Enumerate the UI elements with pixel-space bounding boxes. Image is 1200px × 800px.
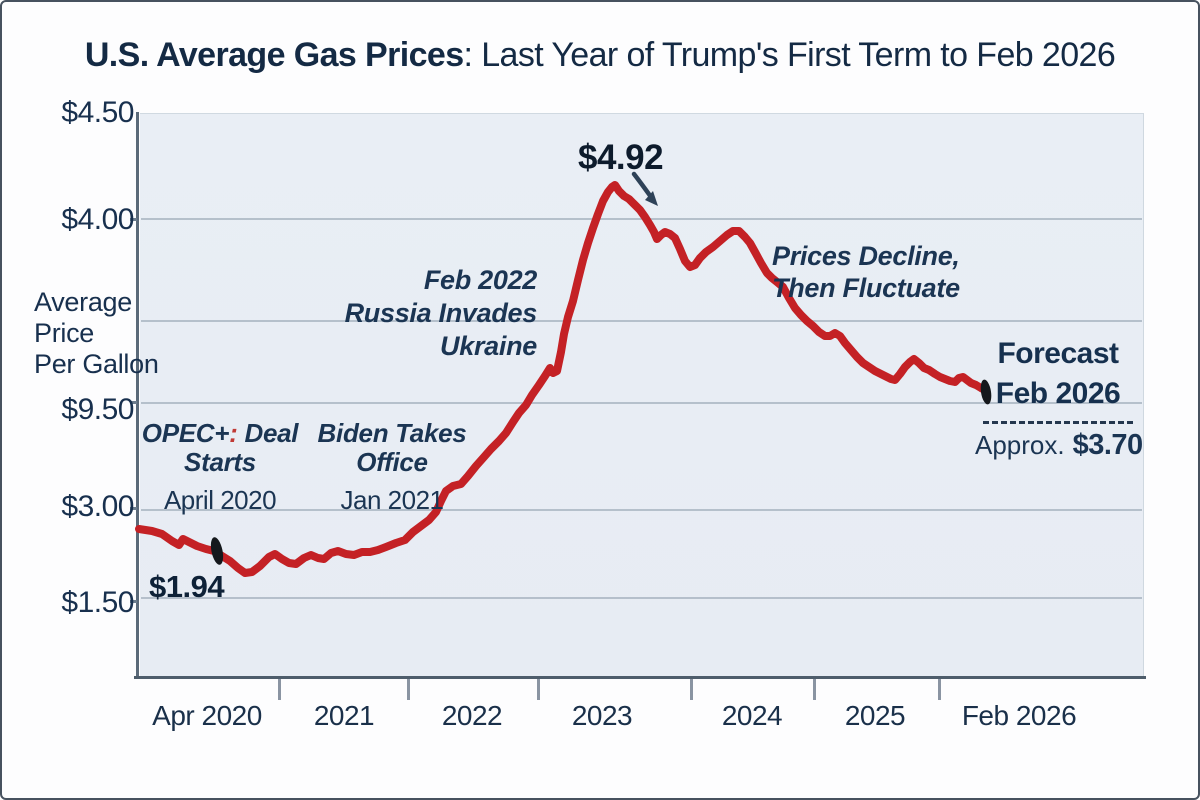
x-axis-tick <box>407 679 410 700</box>
page-title: U.S. Average Gas Prices: Last Year of Tr… <box>2 36 1198 75</box>
ukraine-line-1: Feb 2022 <box>423 265 537 295</box>
opec-line-2: Starts <box>184 447 256 477</box>
opec-date: April 2020 <box>163 485 277 515</box>
x-axis-tick <box>938 679 941 700</box>
forecast-line-1: Forecast <box>997 337 1119 370</box>
x-axis-tick <box>537 679 540 700</box>
forecast-annotation: Forecast Feb 2026 Approx. $3.70 <box>975 334 1144 462</box>
opec-annotation: OPEC+: Deal Starts April 2020 <box>140 419 300 515</box>
biden-line-2: Office <box>356 447 428 477</box>
x-tick-label: Feb 2026 <box>961 700 1077 731</box>
y-axis-tick <box>130 401 137 404</box>
y-tick-label: $9.50 <box>61 393 134 426</box>
y-tick-label: $4.50 <box>61 96 134 129</box>
decline-annotation: Prices Decline, Then Fluctuate <box>772 240 960 304</box>
y-axis-tick <box>130 600 137 603</box>
y-axis-tick <box>130 507 137 510</box>
y-tick-label: $3.00 <box>61 490 134 523</box>
decline-line-2: Then Fluctuate <box>772 273 960 303</box>
opec-line-1: OPEC+: Deal <box>140 419 300 448</box>
peak-value-label: $4.92 <box>578 138 664 177</box>
biden-line-1: Biden Takes <box>317 418 467 448</box>
y-tick-label: $1.50 <box>61 586 134 619</box>
x-tick-label: Apr 2020 <box>152 700 262 731</box>
biden-annotation: Biden Takes Office Jan 2021 <box>312 419 472 515</box>
forecast-approx-value: $3.70 <box>1072 429 1144 461</box>
decline-line-1: Prices Decline, <box>772 241 960 271</box>
y-axis-title: Average Price Per Gallon <box>34 287 159 379</box>
low-value-label: $1.94 <box>149 569 225 604</box>
x-axis-line <box>134 676 1146 679</box>
y-tick-label: $4.00 <box>61 203 134 236</box>
ukraine-line-3: Ukraine <box>440 331 537 361</box>
ukraine-annotation: Feb 2022 Russia Invades Ukraine <box>287 264 538 363</box>
forecast-approx-label: Approx. <box>975 430 1065 460</box>
x-tick-label: 2022 <box>441 700 503 731</box>
opec-colon: : <box>229 418 238 448</box>
forecast-line-2: Feb 2026 <box>995 377 1121 410</box>
forecast-approx: Approx. $3.70 <box>975 429 1144 462</box>
title-subtitle: : Last Year of Trump's First Term to Feb… <box>463 36 1116 74</box>
ukraine-line-2: Russia Invades <box>344 298 538 328</box>
y-axis-tick <box>130 218 137 221</box>
x-tick-label: 2025 <box>844 700 906 731</box>
gridline <box>141 597 1142 599</box>
x-axis-tick <box>813 679 816 700</box>
x-tick-label: 2021 <box>313 700 375 731</box>
gridline <box>141 218 1142 220</box>
x-axis-tick <box>278 679 281 700</box>
title-main: U.S. Average Gas Prices <box>84 36 464 74</box>
forecast-dashed-divider <box>983 421 1133 424</box>
x-axis-tick <box>690 679 693 700</box>
x-tick-label: 2024 <box>721 700 783 731</box>
y-axis-line <box>136 112 139 679</box>
x-tick-label: 2023 <box>571 700 633 731</box>
opec-name: OPEC+ <box>141 418 230 448</box>
opec-deal-word: Deal <box>244 418 299 448</box>
biden-date: Jan 2021 <box>340 485 444 515</box>
